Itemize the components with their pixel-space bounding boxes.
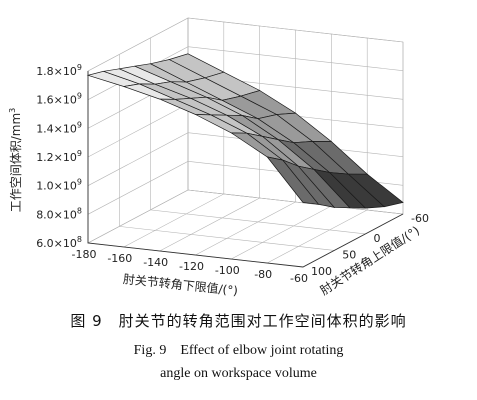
y-gridline bbox=[119, 54, 335, 251]
x-tick-label: -100 bbox=[215, 264, 240, 277]
surface-patch bbox=[347, 173, 404, 208]
x-tick-label: -180 bbox=[72, 248, 97, 261]
z-tick-label: 1.0×109 bbox=[36, 178, 82, 193]
z-tick-label: 1.4×109 bbox=[36, 120, 82, 135]
z-axis-label: 工作空间体积/mm3 bbox=[8, 108, 23, 213]
y-axis-label: 肘关节转角上限值/(°) bbox=[317, 223, 422, 298]
x-tick-label: -140 bbox=[143, 256, 168, 269]
tick-labels: -180 -160 -140 -120 -100 -80 -60 -60 0 50 100 6.0×1… bbox=[36, 63, 429, 285]
surface-chart: -180 -160 -140 -120 -100 -80 -60 -60 0 50 100 6.0×1… bbox=[8, 17, 429, 298]
surface-plot bbox=[86, 53, 404, 209]
axis-lines bbox=[87, 71, 404, 268]
z-tick-label: 1.6×109 bbox=[36, 92, 82, 107]
z-axis-label-main: 工作空间体积/mm bbox=[9, 113, 23, 212]
z-tick-label: 8.0×108 bbox=[36, 206, 82, 221]
chart-axes bbox=[87, 71, 404, 268]
z-axis-label-exponent: 3 bbox=[8, 108, 17, 113]
z-tick-label: 6.0×108 bbox=[36, 235, 82, 250]
y-tick-label: 0 bbox=[374, 232, 381, 245]
z-gridline bbox=[87, 17, 404, 72]
z-tick-label: 1.8×109 bbox=[36, 63, 82, 78]
y-tick-label: 100 bbox=[311, 265, 332, 278]
x-tick-label: -160 bbox=[107, 252, 132, 265]
x-tick-label: -120 bbox=[179, 260, 204, 273]
x-tick-label: -80 bbox=[254, 268, 272, 281]
figure-caption-english-line1: Fig. 9 Effect of elbow joint rotating bbox=[133, 343, 344, 358]
y-tick-label: 50 bbox=[342, 248, 356, 261]
x-tick-label: -60 bbox=[290, 272, 308, 285]
y-tick-label: -60 bbox=[411, 212, 429, 225]
figure-caption-chinese: 图 9 肘关节的转角范围对工作空间体积的影响 bbox=[70, 312, 407, 330]
z-tick-label: 1.2×109 bbox=[36, 149, 82, 164]
figure-caption-english-line2: angle on workspace volume bbox=[160, 366, 317, 381]
x-gridline bbox=[123, 22, 225, 248]
